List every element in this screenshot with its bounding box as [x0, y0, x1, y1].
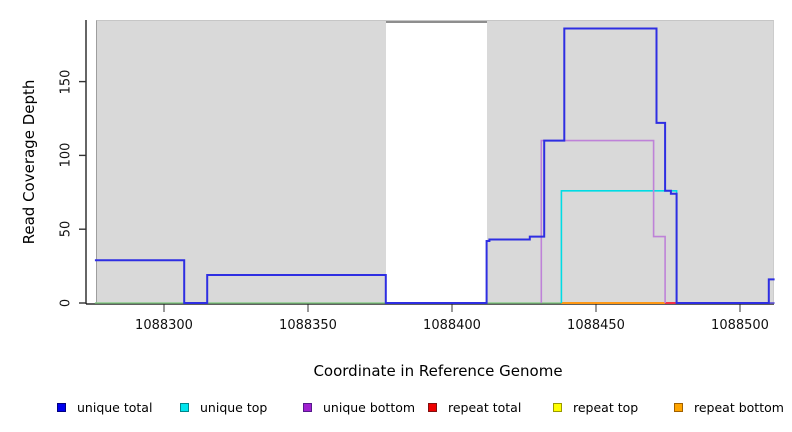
- legend-label: repeat bottom: [694, 400, 784, 415]
- y-axis-title: Read Coverage Depth: [20, 79, 38, 244]
- y-tick-label: 50: [58, 220, 74, 238]
- legend-label: unique top: [200, 400, 268, 415]
- legend-swatch-repeat-top: [553, 403, 562, 412]
- legend-swatch-repeat-bottom: [674, 403, 683, 412]
- y-tick-label: 150: [58, 69, 74, 95]
- legend-label: unique bottom: [323, 400, 416, 415]
- y-tick-label: 0: [58, 298, 74, 308]
- legend-label: unique total: [77, 400, 153, 415]
- x-tick-label: 1088350: [279, 318, 337, 333]
- x-tick-label: 1088400: [423, 318, 481, 333]
- x-axis-title: Coordinate in Reference Genome: [313, 362, 563, 380]
- series-unique-bottom-line: [540, 139, 666, 303]
- legend-label: repeat top: [573, 400, 639, 415]
- x-tick-label: 1088300: [135, 318, 193, 333]
- masked-region-band: [385, 21, 487, 303]
- x-tick-label: 1088500: [711, 318, 769, 333]
- legend-swatch-unique-total: [57, 403, 66, 412]
- legend-swatch-unique-top: [180, 403, 189, 412]
- x-tick-label: 1088450: [567, 318, 625, 333]
- legend-swatch-repeat-total: [428, 403, 437, 412]
- y-tick-label: 100: [58, 142, 74, 168]
- legend-swatch-unique-bottom: [303, 403, 312, 412]
- series-unique-total-line: [94, 27, 775, 304]
- series-unique-top-line: [560, 190, 678, 303]
- legend-label: repeat total: [448, 400, 522, 415]
